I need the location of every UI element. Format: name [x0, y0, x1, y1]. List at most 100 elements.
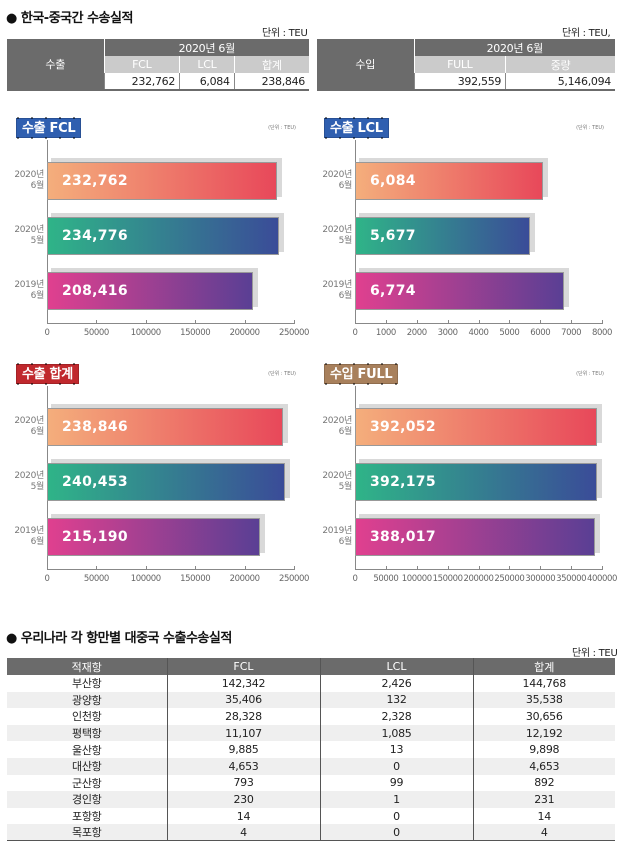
total-value: 144,768: [472, 675, 615, 692]
fcl-value: 230: [166, 791, 320, 808]
bar-value-label: 215,190: [62, 529, 128, 545]
category-year: 2020년: [322, 471, 352, 481]
x-tick: [195, 566, 197, 570]
x-tick: [509, 320, 511, 324]
x-tick: [602, 320, 603, 324]
export-val-lcl: 6,084: [179, 73, 235, 91]
x-tick: [447, 566, 449, 570]
bar: [47, 272, 253, 310]
ports-table-body: 부산항 142,342 2,426 144,768 광양항 35,406 132 35,538…: [7, 675, 615, 842]
x-tick: [96, 566, 98, 570]
x-tick-label: 250000: [494, 574, 525, 584]
table-row: 광양항 35,406 132 35,538: [7, 691, 615, 709]
x-tick: [145, 566, 147, 570]
bar: [355, 408, 598, 446]
x-tick: [294, 566, 295, 570]
fcl-value: 35,406: [166, 691, 320, 709]
chart-import-full: 수입 FULL (단위 : TEU) 0 50000 100000 150000 20000…: [318, 358, 618, 593]
x-tick: [294, 320, 295, 324]
lcl-value: 1,085: [319, 724, 473, 742]
category-label: 2020년 6월: [10, 170, 44, 192]
category-month: 6월: [338, 537, 353, 547]
x-tick: [571, 320, 573, 324]
x-tick: [416, 566, 418, 570]
bar-value-label: 392,052: [370, 419, 436, 435]
x-tick-label: 2000: [406, 328, 427, 338]
category-year: 2019년: [322, 526, 352, 536]
x-tick-label: 400000: [586, 574, 618, 584]
category-label: 2020년 5월: [318, 225, 352, 247]
export-col-total: 합계: [233, 56, 309, 73]
x-tick-label: 7000: [561, 328, 582, 338]
table-row: 포항항 14 0 14: [7, 807, 615, 825]
port-name: 대산항: [7, 757, 167, 775]
x-tick-label: 100000: [130, 574, 161, 584]
x-tick-label: 4000: [468, 328, 489, 338]
export-col-fcl: FCL: [103, 56, 180, 73]
bar-value-label: 5,677: [370, 228, 416, 244]
lcl-value: 0: [319, 807, 473, 825]
lcl-value: 0: [319, 824, 473, 842]
bar-value-label: 6,774: [370, 283, 416, 299]
bar-value-label: 6,084: [370, 173, 416, 189]
port-name: 울산항: [72, 743, 102, 757]
bar-value-label: 232,762: [62, 173, 128, 189]
chart-unit-note: (단위 : TEU): [268, 371, 296, 377]
category-month: 6월: [338, 291, 353, 301]
port-name: 포항항: [72, 810, 102, 824]
x-axis: [47, 569, 294, 570]
x-tick-label: 150000: [432, 574, 463, 584]
ports-col-port: 적재항: [7, 658, 167, 675]
summary-title-text: 한국-중국간 수송실적: [20, 11, 134, 26]
x-tick-label: 100000: [130, 328, 161, 338]
bar-value-label: 234,776: [62, 228, 128, 244]
category-label: 2019년 6월: [10, 280, 44, 302]
x-tick: [385, 320, 387, 324]
x-tick-label: 3000: [437, 328, 458, 338]
x-tick: [540, 566, 542, 570]
fcl-value: 793: [166, 774, 320, 792]
total-value: 9,898: [472, 741, 615, 758]
bar: [47, 408, 283, 446]
export-period: 2020년 6월: [103, 39, 309, 56]
port-name: 경인항: [7, 791, 167, 808]
x-tick: [385, 566, 387, 570]
category-month: 6월: [30, 181, 45, 191]
bar-value-label: 388,017: [370, 529, 436, 545]
category-year: 2019년: [14, 526, 44, 536]
ports-col-fcl: FCL: [166, 658, 320, 675]
total-value: 4,653: [472, 757, 615, 775]
x-tick-label: 250000: [278, 574, 310, 584]
import-col-full: FULL: [413, 56, 506, 73]
bar: [47, 217, 279, 255]
x-tick-label: 150000: [180, 574, 211, 584]
x-tick-label: 50000: [373, 574, 399, 584]
bar: [47, 518, 260, 556]
port-name: 인천항: [72, 710, 102, 724]
x-tick: [540, 320, 542, 324]
chart-export-total: 수출 합계 (단위 : TEU) 0 50000 100000 150000 200000 2…: [10, 358, 310, 593]
x-tick-label: 50000: [83, 328, 109, 338]
category-month: 5월: [338, 482, 353, 492]
x-tick-label: 200000: [229, 574, 260, 584]
import-summary-table: 수입 2020년 6월 FULL 중량 392,559 5,146,094: [317, 39, 615, 91]
bar: [47, 463, 285, 501]
export-val-total: 238,846: [233, 73, 309, 91]
port-name: 광양항: [7, 691, 167, 709]
import-col-weight: 중량: [505, 56, 615, 73]
bar-value-label: 238,846: [62, 419, 128, 435]
chart-unit-note: (단위 : TEU): [576, 125, 604, 131]
ports-header-row: 적재항 FCL LCL 합계: [7, 658, 615, 675]
chart-export-fcl: 수출 FCL (단위 : TEU) 0 50000 100000 150000 200000…: [10, 112, 310, 347]
ports-col-lcl: LCL: [319, 658, 473, 675]
x-tick: [602, 566, 603, 570]
x-tick-label: 6000: [530, 328, 551, 338]
category-month: 6월: [30, 291, 45, 301]
category-year: 2020년: [322, 170, 352, 180]
x-tick-label: 0: [352, 328, 358, 338]
bar: [47, 162, 277, 200]
category-label: 2019년 6월: [318, 526, 352, 548]
x-tick: [195, 320, 197, 324]
export-summary-table: 수출 2020년 6월 FCL LCL 합계 232,762 6,084 238…: [7, 39, 309, 91]
category-year: 2020년: [322, 225, 352, 235]
